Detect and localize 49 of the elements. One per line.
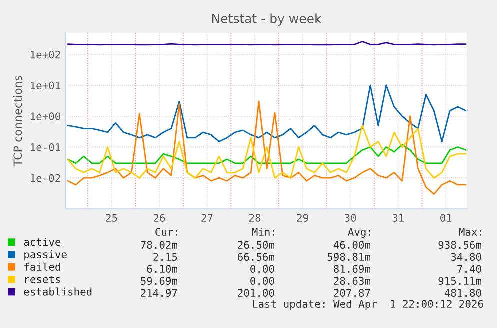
y-tick-label: 1e+00 — [31, 112, 60, 120]
text: Last update: Wed Apr 1 22:00:12 2026 — [253, 300, 484, 310]
text: 66.56m — [238, 253, 275, 262]
text: 34.80 — [451, 253, 482, 262]
y-axis-title: TCP connections — [13, 76, 22, 167]
x-tick-label: 25 — [106, 214, 118, 222]
text: 26.50m — [238, 241, 275, 250]
legend-label: failed — [24, 262, 60, 271]
text: Avg: — [348, 228, 370, 238]
x-tick-label: 31 — [392, 214, 404, 222]
x-tick-label: 30 — [345, 214, 356, 222]
text: 28.63m — [334, 277, 371, 286]
line-series — [67, 124, 467, 179]
text: 2.15 — [154, 253, 178, 262]
text: 0.00 — [250, 277, 274, 286]
x-tick-label: 01 — [440, 214, 452, 222]
line-series — [67, 144, 467, 164]
legend-label: resets — [25, 276, 60, 284]
x-tick-label: 29 — [297, 214, 308, 222]
x-tick-label: 27 — [202, 214, 213, 222]
text: 915.11m — [438, 277, 482, 286]
y-tick-label: 1e+01 — [31, 82, 60, 90]
text: 6.10m — [147, 265, 178, 274]
text: 78.02m — [141, 241, 178, 250]
text: 938.56m — [438, 241, 482, 250]
y-tick-label: 1e+02 — [31, 50, 60, 59]
line-series — [67, 84, 467, 142]
text: 598.81m — [328, 253, 371, 262]
text: 7.40 — [458, 265, 482, 274]
x-tick-label: 28 — [250, 214, 261, 222]
text: 481.80 — [444, 289, 482, 298]
text: Min: — [252, 228, 274, 236]
legend-label: established — [24, 288, 92, 296]
text: 59.69m — [141, 277, 178, 286]
y-tick-label: 1e-02 — [31, 174, 60, 182]
text: 46.00m — [334, 241, 371, 250]
line-series — [67, 100, 467, 195]
chart-title: Netstat - by week — [212, 14, 322, 26]
x-tick-label: 26 — [154, 214, 166, 222]
text: 207.87 — [334, 289, 370, 298]
text: Cur: — [156, 228, 178, 236]
text: 214.97 — [141, 289, 178, 298]
text: 201.00 — [238, 289, 274, 298]
text: 81.69m — [334, 265, 371, 274]
text: Max: — [459, 228, 482, 236]
y-tick-label: 1e-01 — [31, 143, 60, 152]
text: 0.00 — [250, 265, 274, 274]
legend-label: active — [24, 238, 61, 246]
legend-label: passive — [24, 250, 67, 261]
